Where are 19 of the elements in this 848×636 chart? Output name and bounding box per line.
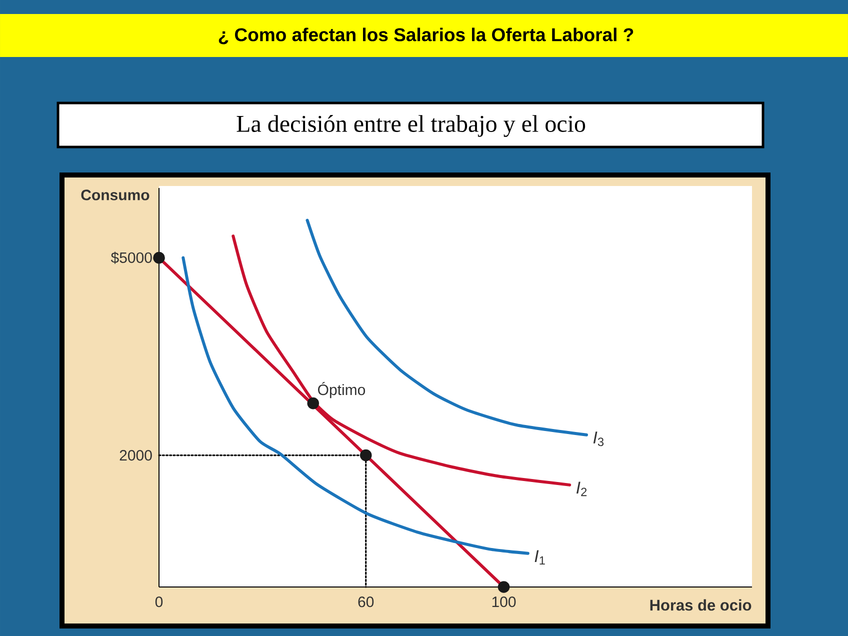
y-tick-label: $5000 bbox=[110, 252, 152, 264]
y-axis-title: Consumo bbox=[81, 190, 150, 200]
annotation: Óptimo bbox=[318, 382, 366, 398]
line-series bbox=[182, 256, 530, 555]
series-label: I$_{2}$ bbox=[576, 482, 587, 496]
y-tick-label: 2000 bbox=[120, 450, 152, 461]
series-label: I$_{3}$ bbox=[593, 432, 604, 446]
line-series bbox=[306, 218, 588, 436]
x-tick-label: 100 bbox=[492, 596, 516, 608]
chart-subtitle: La decisión entre el trabajo y el ocio bbox=[236, 115, 586, 137]
x-tick-label: 60 bbox=[358, 596, 374, 608]
point bbox=[153, 252, 165, 264]
point bbox=[498, 581, 510, 593]
x-tick-label: 0 bbox=[155, 596, 163, 608]
x-axis-title: Horas de ocio bbox=[650, 599, 752, 611]
series-label: I$_{1}$ bbox=[534, 550, 545, 565]
point bbox=[360, 449, 372, 462]
chart-title: ¿ Como afectan los Salarios la Oferta Laboral ? bbox=[218, 28, 634, 44]
point bbox=[307, 397, 320, 410]
